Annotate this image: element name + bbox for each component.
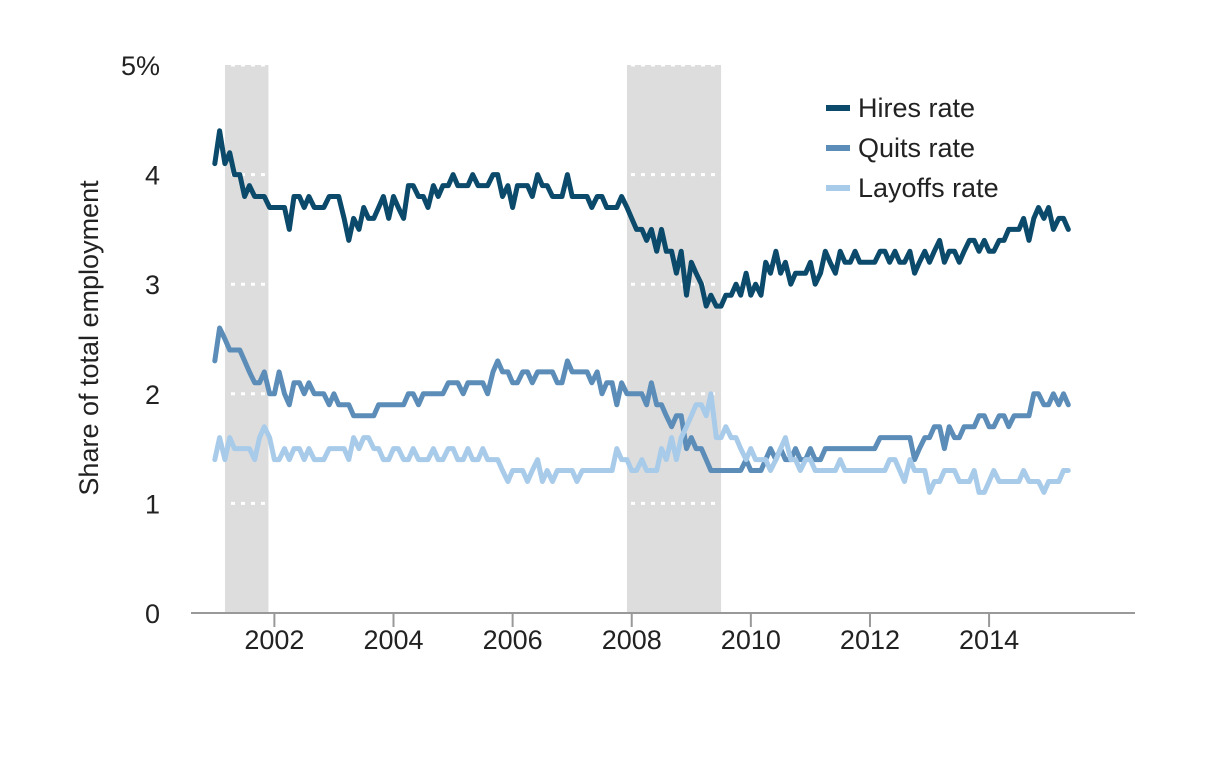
- y-axis-ticks: 0 1 2 3 4 5%: [121, 51, 160, 629]
- legend: Hires rate Quits rate Layoffs rate: [826, 93, 999, 203]
- x-axis-ticks: 2002 2004 2006 2008 2010 2012 2014: [244, 613, 1019, 655]
- quits-rate-line: [212, 325, 1071, 473]
- x-tick-label: 2006: [483, 625, 543, 655]
- gridlines: [191, 63, 1135, 505]
- y-tick-label: 5%: [121, 51, 160, 81]
- x-tick-label: 2008: [602, 625, 662, 655]
- hires-rate-line: [212, 128, 1071, 309]
- y-tick-label: 0: [145, 599, 160, 629]
- x-tick-label: 2012: [840, 625, 900, 655]
- y-tick-label: 1: [145, 489, 160, 519]
- y-tick-label: 2: [145, 380, 160, 410]
- y-tick-label: 3: [145, 270, 160, 300]
- recession-band-1: [224, 65, 269, 613]
- x-tick-label: 2002: [244, 625, 304, 655]
- x-tick-label: 2010: [721, 625, 781, 655]
- series-lines: [212, 128, 1071, 495]
- y-axis-title: Share of total employment: [74, 180, 104, 496]
- layoffs-rate-line: [212, 391, 1071, 495]
- y-tick-label: 4: [145, 161, 160, 191]
- legend-label: Quits rate: [858, 133, 975, 163]
- x-tick-label: 2014: [959, 625, 1019, 655]
- recession-band-2: [626, 65, 722, 613]
- x-tick-label: 2004: [363, 625, 423, 655]
- legend-label: Layoffs rate: [858, 173, 999, 203]
- legend-label: Hires rate: [858, 93, 975, 123]
- recession-shading: [224, 65, 722, 613]
